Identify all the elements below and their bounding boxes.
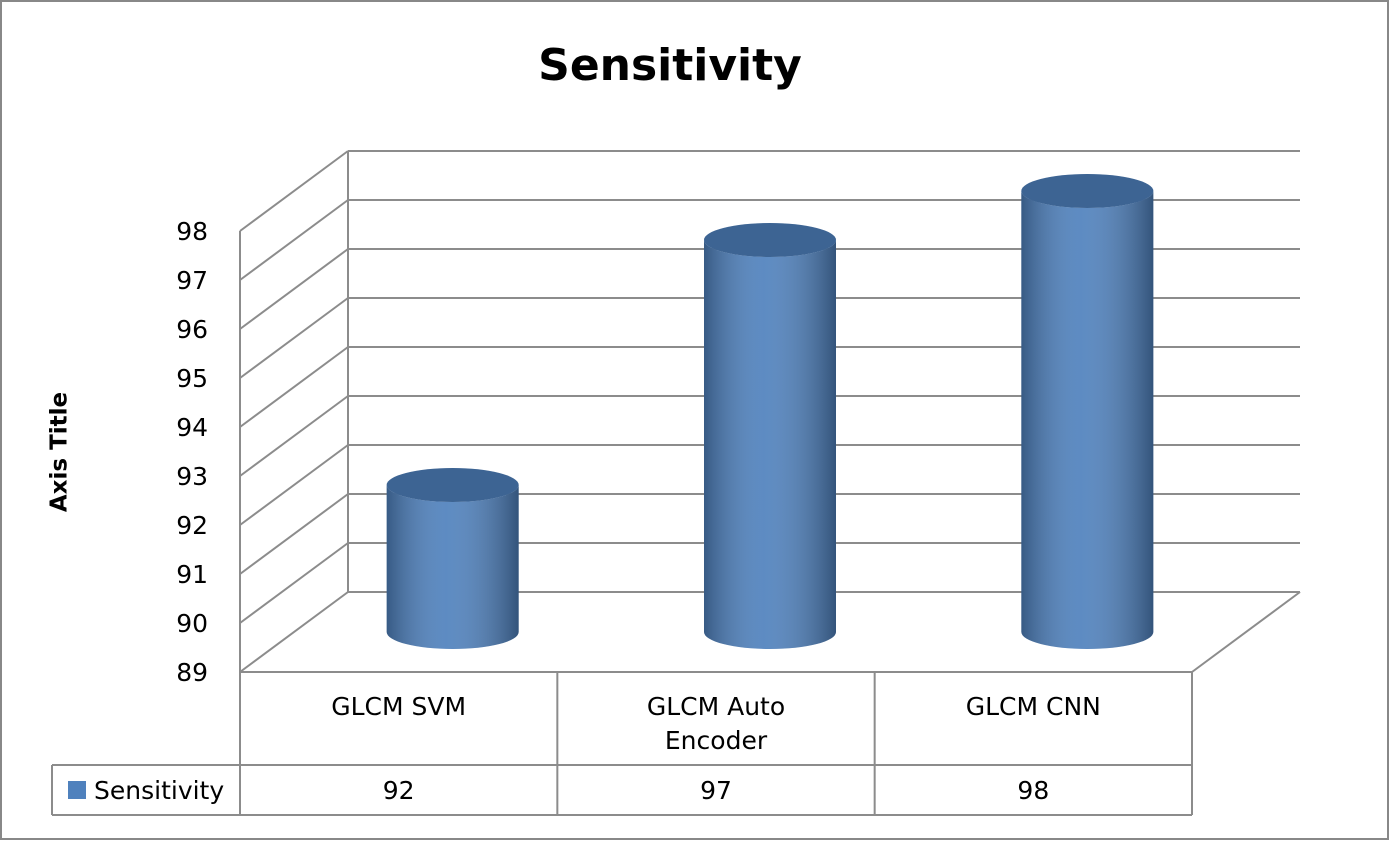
cylinder-top [386,468,519,502]
grid-line [239,248,349,330]
grid-line [239,591,349,673]
y-tick-label: 91 [176,560,208,589]
chart-title: Sensitivity [538,40,802,91]
grid-line [239,346,349,428]
grid-line [239,395,349,477]
x-tick-label-box: GLCM SVM [331,692,467,721]
grid-line [239,444,349,526]
y-tick-label: 97 [176,266,208,295]
y-tick-label: 96 [176,315,208,344]
cylinder-shade [1021,191,1154,649]
y-tick-label: 94 [176,413,208,442]
grid-line [239,493,349,575]
x-tick-label: GLCM Auto Encoder [646,692,786,755]
grid-line [239,297,349,379]
grid-line [239,542,349,624]
cylinder-shade [386,485,519,649]
cylinder-top-shade [704,223,836,257]
y-tick-label: 92 [176,511,208,540]
cylinder-top-shade [386,468,519,502]
table-value: 97 [700,776,732,805]
y-tick-label: 93 [176,462,208,491]
cylinder-top [704,223,836,257]
floor-edge [1191,591,1301,673]
y-tick-label: 95 [176,364,208,393]
grid-line [239,199,349,281]
legend-label: Sensitivity [94,776,224,805]
cylinder-shade [704,240,836,649]
cylinder-top-shade [1021,174,1154,208]
table-value: 98 [1017,776,1049,805]
x-tick-label: GLCM SVM [331,692,467,721]
x-tick-label-box: GLCM Auto Encoder [646,692,786,755]
table-value: 92 [383,776,415,805]
x-tick-label-box: GLCM CNN [965,692,1101,721]
y-tick-label: 89 [176,658,208,687]
cylinder-top [1021,174,1154,208]
y-axis-title: Axis Title [47,392,73,512]
y-tick-label: 90 [176,609,208,638]
legend-key [68,781,86,799]
y-tick-label: 98 [176,217,208,246]
grid-line [239,150,349,232]
x-tick-label: GLCM CNN [965,692,1101,721]
